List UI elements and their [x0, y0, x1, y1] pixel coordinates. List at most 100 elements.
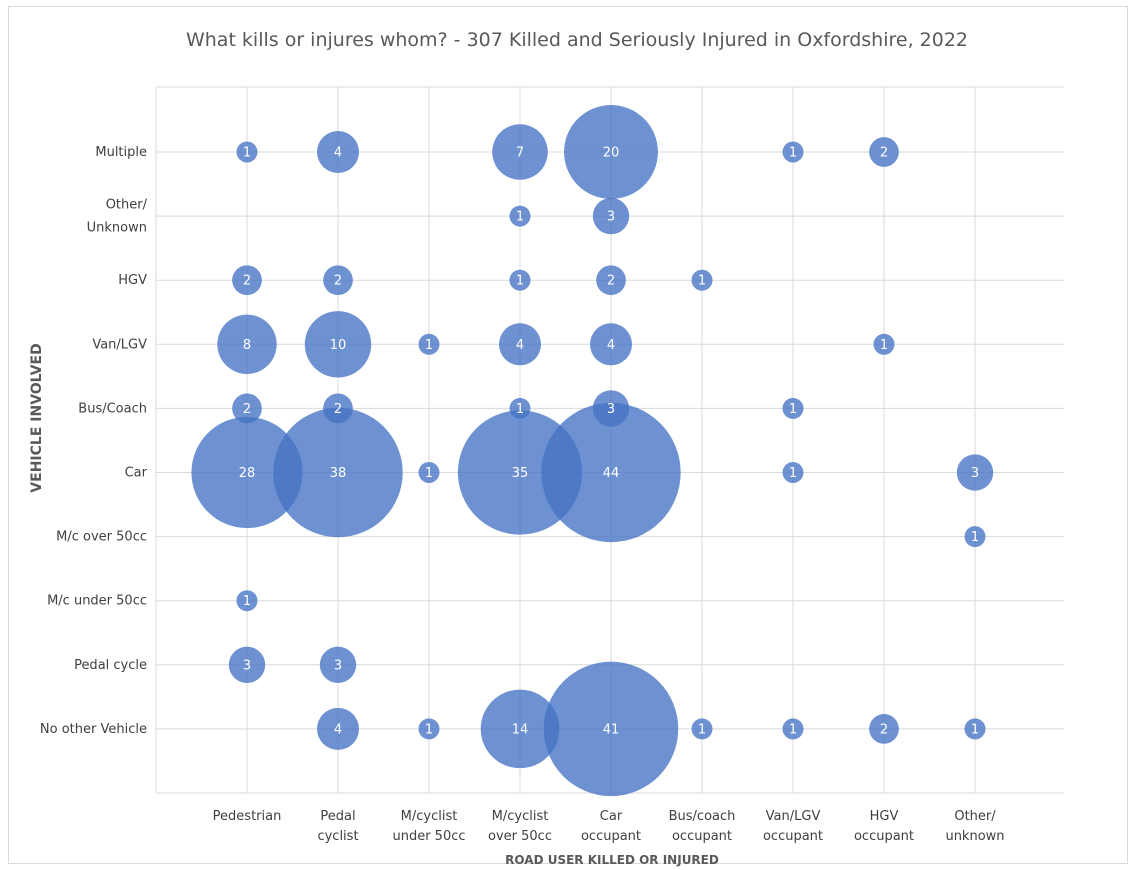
x-tick-label: Van/LGV occupant [763, 809, 823, 844]
bubble [873, 333, 895, 355]
bubble [418, 718, 440, 740]
bubble-data-label: 2 [880, 146, 888, 161]
bubble-data-label: 3 [607, 402, 615, 417]
bubble [964, 718, 986, 740]
bubble [541, 402, 681, 543]
bubble-data-label: 1 [516, 274, 524, 289]
bubble-data-label: 1 [789, 146, 797, 161]
bubble [509, 269, 531, 291]
bubble [499, 323, 541, 366]
bubble [564, 105, 658, 199]
y-tick-label: Bus/Coach [78, 401, 147, 416]
y-tick-label: M/c over 50cc [56, 530, 147, 545]
bubble-data-label: 1 [243, 594, 251, 609]
bubble-data-label: 38 [330, 466, 347, 481]
bubble-data-label: 3 [607, 210, 615, 225]
bubbles [191, 105, 994, 797]
y-tick-label: Other/Unknown [87, 198, 148, 236]
bubble [509, 205, 531, 227]
bubble [782, 718, 804, 740]
y-axis-tick-labels: Multiple Other/Unknown HGV Van/LGV Bus/Coach… [40, 145, 148, 737]
y-tick-label: Car [125, 466, 148, 481]
bubble-data-label: 2 [880, 722, 888, 737]
bubble [232, 393, 262, 424]
bubble [323, 265, 353, 296]
bubble [191, 416, 303, 529]
bubble-data-label: 2 [243, 402, 251, 417]
bubble-data-label: 3 [243, 658, 251, 673]
x-tick-label: Pedestrian [213, 809, 282, 824]
bubble [492, 124, 548, 180]
bubble-data-label: 20 [603, 146, 620, 161]
bubble [323, 393, 353, 424]
y-tick-label: M/c under 50cc [47, 594, 147, 609]
x-axis-title: ROAD USER KILLED OR INJURED [505, 853, 719, 867]
bubble-data-label: 28 [239, 466, 256, 481]
x-tick-label: M/cyclist under 50cc [392, 809, 465, 844]
x-tick-label: Bus/coach occupant [669, 809, 736, 844]
bubble-data-label: 14 [512, 722, 529, 737]
bubble [236, 590, 258, 612]
bubble-data-label: 3 [971, 466, 979, 481]
bubble-data-label: 1 [971, 530, 979, 545]
bubble [869, 137, 899, 167]
bubble-data-label: 1 [880, 338, 888, 353]
x-tick-label: M/cyclist over 50cc [488, 809, 552, 844]
bubble-data-label: 1 [971, 722, 979, 737]
bubble [691, 718, 713, 740]
bubble [543, 661, 679, 797]
bubble [418, 333, 440, 355]
y-tick-label: No other Vehicle [40, 722, 147, 737]
bubble [964, 526, 986, 548]
x-axis-tick-labels: Pedestrian Pedal cyclist M/cyclist under 50c… [213, 809, 1005, 844]
bubble-data-label: 2 [334, 274, 342, 289]
bubble-data-label: 4 [334, 722, 342, 737]
bubble-data-label: 1 [243, 146, 251, 161]
bubble-data-label: 1 [425, 722, 433, 737]
bubble [319, 646, 357, 683]
bubble [480, 689, 560, 769]
bubble [232, 265, 262, 296]
chart-title: What kills or injures whom? - 307 Killed… [186, 29, 968, 51]
bubble [782, 141, 804, 163]
y-tick-label: Pedal cycle [74, 658, 147, 673]
bubble-labels: 1 4 7 20 1 21 32 2 1 2 18 10 1 4 4 12 2 1 3 128 38 1 35 44 1 3113… [239, 146, 979, 738]
bubble [596, 265, 626, 296]
bubble-data-label: 44 [603, 466, 620, 481]
y-tick-label: Van/LGV [92, 337, 147, 352]
bubble-data-label: 1 [425, 466, 433, 481]
y-tick-label: HGV [118, 273, 147, 288]
y-axis-title: VEHICLE INVOLVED [29, 343, 45, 492]
bubble [691, 269, 713, 291]
x-tick-label: Car occupant [581, 809, 641, 844]
bubble [592, 197, 630, 235]
bubble-data-label: 4 [334, 146, 342, 161]
bubble-data-label: 7 [516, 146, 524, 161]
bubble-data-label: 2 [243, 274, 251, 289]
bubble-data-label: 1 [516, 210, 524, 225]
bubble [956, 454, 994, 491]
bubble [509, 397, 531, 419]
bubble-data-label: 1 [789, 402, 797, 417]
bubble-data-label: 35 [512, 466, 529, 481]
bubble-data-label: 1 [425, 338, 433, 353]
bubble [782, 462, 804, 483]
bubble [236, 141, 258, 163]
bubble-data-label: 4 [607, 338, 615, 353]
bubble [590, 323, 632, 366]
bubble-data-label: 2 [334, 402, 342, 417]
bubble [592, 390, 630, 427]
bubble [869, 714, 899, 744]
bubble-data-label: 10 [330, 338, 347, 353]
bubble [317, 707, 359, 750]
bubble [457, 410, 583, 535]
x-tick-label: HGV occupant [854, 809, 914, 844]
bubble-data-label: 1 [789, 466, 797, 481]
bubble [217, 314, 277, 374]
bubble-data-label: 1 [698, 274, 706, 289]
bubble-data-label: 4 [516, 338, 524, 353]
bubble-data-label: 1 [789, 722, 797, 737]
bubble [273, 407, 403, 538]
bubble [228, 646, 266, 683]
